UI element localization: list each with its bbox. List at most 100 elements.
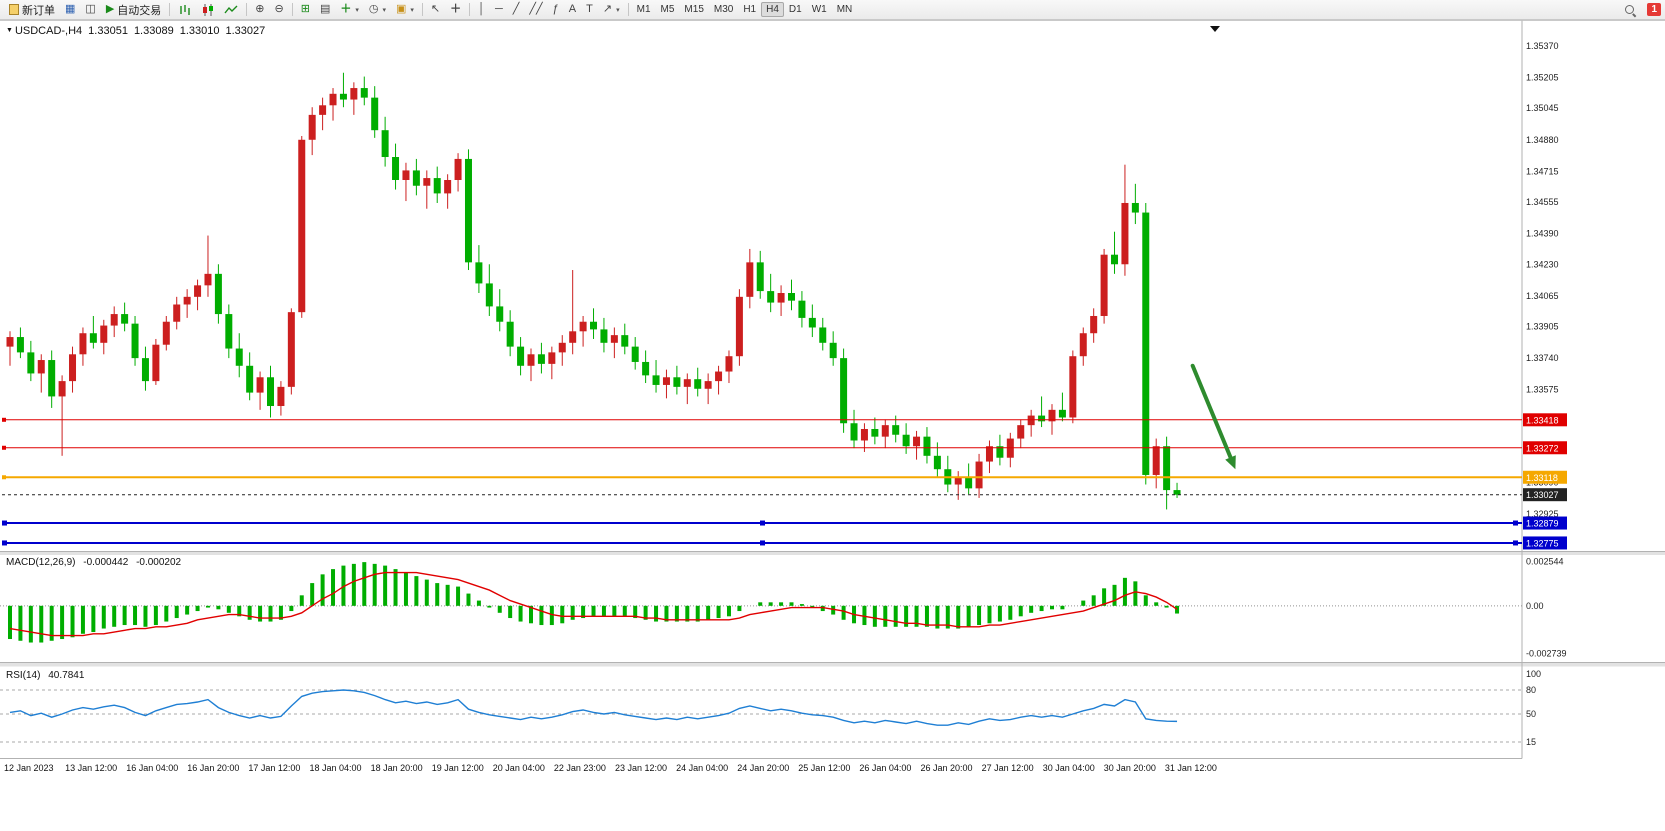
periods-button[interactable]: ◷ ▾ — [364, 1, 391, 18]
svg-text:1.34065: 1.34065 — [1526, 291, 1559, 301]
toolbar-separator — [469, 3, 471, 16]
label-tool[interactable]: T — [581, 1, 598, 18]
svg-text:1.34555: 1.34555 — [1526, 197, 1559, 207]
toolbar-separator — [291, 3, 293, 16]
svg-text:18 Jan 04:00: 18 Jan 04:00 — [310, 763, 362, 773]
vertical-line-tool[interactable]: │ — [473, 1, 490, 18]
svg-text:1.34390: 1.34390 — [1526, 229, 1559, 239]
svg-text:1.33575: 1.33575 — [1526, 385, 1559, 395]
macd-main-value: -0.000442 — [83, 557, 129, 568]
template-icon: ▣ — [395, 3, 407, 15]
channel-tool[interactable]: ╱╱ — [524, 1, 547, 18]
crosshair-icon: ＋ — [450, 3, 462, 15]
toolbar-separator — [627, 3, 629, 16]
svg-text:1.35045: 1.35045 — [1526, 103, 1559, 113]
timeframe-h1-button[interactable]: H1 — [743, 4, 757, 15]
timeframe-h4-button[interactable]: H4 — [761, 2, 784, 17]
crosshair-button[interactable]: ＋ — [445, 1, 466, 18]
candles-layer — [6, 72, 1181, 510]
rsi-pane: 100 80 50 15 — [0, 669, 1541, 747]
arrows-tool[interactable]: ↗ ▾ — [598, 1, 625, 18]
svg-text:24 Jan 20:00: 24 Jan 20:00 — [737, 763, 789, 773]
quote-close: 1.33027 — [225, 25, 266, 37]
quote-low: 1.33010 — [179, 25, 220, 37]
hlines-layer: 1.33418 1.33272 1.33118 1.33027 1.32879 1.327… — [2, 413, 1567, 550]
svg-text:31 Jan 12:00: 31 Jan 12:00 — [1165, 763, 1217, 773]
svg-text:1.33272: 1.33272 — [1526, 443, 1559, 453]
svg-text:0.002544: 0.002544 — [1526, 556, 1564, 566]
profiles-button[interactable]: ◫ — [80, 1, 100, 18]
svg-text:22 Jan 23:00: 22 Jan 23:00 — [554, 763, 606, 773]
svg-text:1.33740: 1.33740 — [1526, 353, 1559, 363]
line-chart-button[interactable] — [219, 1, 243, 18]
auto-trading-label: 自动交易 — [117, 4, 162, 17]
text-icon: A — [568, 3, 577, 15]
horizontal-line-icon: ─ — [495, 3, 503, 15]
svg-text:80: 80 — [1526, 685, 1536, 695]
templates-button[interactable]: ▣ ▾ — [391, 1, 419, 18]
svg-text:12 Jan 2023: 12 Jan 2023 — [4, 763, 54, 773]
rsi-name: RSI(14) — [6, 670, 41, 681]
fibonacci-icon: ƒ — [552, 3, 559, 15]
search-button[interactable] — [1619, 1, 1641, 18]
profiles-icon: ◫ — [85, 3, 96, 15]
candlestick-chart-button[interactable] — [196, 1, 219, 18]
fibonacci-tool[interactable]: ƒ — [548, 1, 564, 18]
zoom-in-icon: ⊕ — [255, 3, 265, 15]
cursor-button[interactable]: ↖ — [426, 1, 445, 18]
svg-text:1.34230: 1.34230 — [1526, 259, 1559, 269]
svg-text:1.33418: 1.33418 — [1526, 415, 1559, 425]
notification-badge[interactable]: 1 — [1647, 3, 1661, 16]
bar-chart-button[interactable] — [173, 1, 196, 18]
timeframe-w1-button[interactable]: W1 — [811, 4, 827, 15]
svg-text:26 Jan 20:00: 26 Jan 20:00 — [921, 763, 973, 773]
svg-text:30 Jan 20:00: 30 Jan 20:00 — [1104, 763, 1156, 773]
svg-text:23 Jan 12:00: 23 Jan 12:00 — [615, 763, 667, 773]
trendline-icon: ╱ — [512, 3, 520, 15]
timeframe-mn-button[interactable]: MN — [836, 4, 853, 15]
svg-text:1.32775: 1.32775 — [1526, 538, 1559, 548]
pane-frames — [0, 20, 1665, 759]
date-axis: 12 Jan 2023 13 Jan 12:00 16 Jan 04:00 16 Ja… — [4, 763, 1217, 773]
svg-text:20 Jan 04:00: 20 Jan 04:00 — [493, 763, 545, 773]
svg-text:100: 100 — [1526, 669, 1541, 679]
new-order-icon — [9, 4, 19, 15]
svg-text:1.34880: 1.34880 — [1526, 135, 1559, 145]
trend-arrow — [1190, 363, 1236, 470]
svg-text:27 Jan 12:00: 27 Jan 12:00 — [982, 763, 1034, 773]
quote-high: 1.33089 — [133, 25, 174, 37]
zoom-out-button[interactable]: ⊖ — [270, 1, 289, 18]
zoom-in-button[interactable]: ⊕ — [250, 1, 269, 18]
svg-text:25 Jan 12:00: 25 Jan 12:00 — [798, 763, 850, 773]
new-order-button[interactable]: 新订单 — [4, 1, 60, 18]
timeframe-m1-button[interactable]: M1 — [636, 4, 651, 15]
timeframe-d1-button[interactable]: D1 — [788, 4, 802, 15]
timeframe-m30-button[interactable]: M30 — [713, 4, 734, 15]
indicators-button[interactable]: ＋ ▾ — [335, 1, 364, 18]
auto-arrange-icon: ▤ — [319, 3, 331, 15]
auto-arrange-button[interactable]: ▤ — [315, 1, 335, 18]
tile-windows-button[interactable]: ⊞ — [296, 1, 315, 18]
clock-icon: ◷ — [368, 3, 379, 15]
svg-text:13 Jan 12:00: 13 Jan 12:00 — [65, 763, 117, 773]
svg-text:1.33905: 1.33905 — [1526, 322, 1559, 332]
timeframe-m15-button[interactable]: M15 — [684, 4, 704, 15]
chevron-down-icon: ▾ — [382, 6, 386, 14]
trendline-tool[interactable]: ╱ — [508, 1, 525, 18]
horizontal-line-tool[interactable]: ─ — [490, 1, 508, 18]
quote-open: 1.33051 — [88, 25, 128, 37]
chart-window-button[interactable]: ▦ — [60, 1, 80, 18]
svg-text:19 Jan 12:00: 19 Jan 12:00 — [432, 763, 484, 773]
svg-text:1.35205: 1.35205 — [1526, 73, 1559, 83]
svg-text:-0.002739: -0.002739 — [1526, 649, 1567, 659]
symbol-period-label: USDCAD-,H4 — [14, 25, 83, 37]
toolbar-separator — [421, 3, 423, 16]
text-tool[interactable]: A — [564, 1, 581, 18]
svg-text:17 Jan 12:00: 17 Jan 12:00 — [248, 763, 300, 773]
auto-trading-button[interactable]: ▶ 自动交易 — [101, 1, 166, 18]
search-icon — [1624, 4, 1636, 16]
timeframe-m5-button[interactable]: M5 — [660, 4, 675, 15]
symbol-dropdown-icon[interactable]: ▼ — [6, 27, 13, 34]
